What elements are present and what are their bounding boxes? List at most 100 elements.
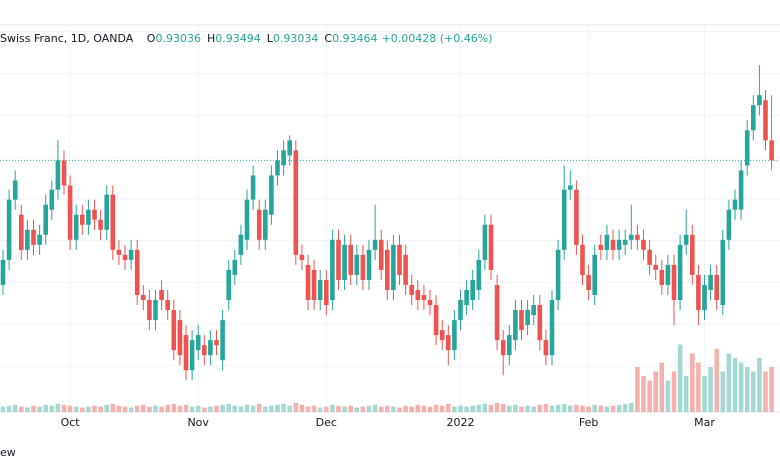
candle-body <box>336 239 341 280</box>
volume-bar <box>6 405 12 412</box>
volume-bar <box>690 353 695 412</box>
volume-bar <box>421 405 427 412</box>
candle-body <box>647 249 652 265</box>
volume-bar <box>238 406 244 412</box>
candle-body <box>622 239 628 245</box>
candle-body <box>421 294 427 300</box>
candle-body <box>147 299 152 321</box>
candle-body <box>250 175 256 200</box>
candle-body <box>616 239 622 250</box>
candle-body <box>769 140 774 161</box>
volume-bar <box>525 405 530 412</box>
volume-bar <box>537 404 543 412</box>
candle-body <box>568 185 573 190</box>
volume-pane <box>0 344 774 412</box>
candle-body <box>366 249 372 280</box>
change: +0.00428 (+0.46%) <box>382 32 493 45</box>
candle-body <box>464 289 469 306</box>
volume-bar <box>751 371 756 412</box>
candle-body <box>446 335 451 351</box>
ohlc-label: C <box>324 32 332 45</box>
candle-body <box>427 299 433 306</box>
candle-body <box>507 335 512 356</box>
candle-body <box>25 229 30 250</box>
candle-body <box>543 340 549 356</box>
candle-body <box>116 249 122 255</box>
candle-body <box>220 320 225 361</box>
candle-body <box>37 234 42 245</box>
x-tick-label: Nov <box>187 416 209 429</box>
volume-bar <box>757 358 762 412</box>
volume-bar <box>635 367 640 412</box>
symbol-title: Swiss Franc, 1D, OANDA <box>0 32 134 45</box>
x-tick-label: Oct <box>61 416 81 429</box>
candle-body <box>92 209 97 220</box>
candle-body <box>104 194 109 230</box>
candle-body <box>305 264 311 300</box>
volume-bar <box>165 404 170 412</box>
candle-body <box>494 284 500 341</box>
volume-bar <box>128 407 134 412</box>
candle-body <box>299 254 305 260</box>
volume-bar <box>25 407 30 412</box>
volume-bar <box>427 406 433 412</box>
volume-bar <box>348 405 353 412</box>
candle-body <box>525 310 530 326</box>
volume-bar <box>397 407 402 412</box>
volume-bar <box>208 406 213 412</box>
candle-body <box>659 269 665 285</box>
volume-bar <box>671 371 677 412</box>
volume-bar <box>763 371 768 412</box>
volume-bar <box>250 405 256 412</box>
candle-body <box>153 299 158 321</box>
ohlc-label: H <box>207 32 215 45</box>
candle-body <box>397 244 402 275</box>
candle-body <box>281 150 286 166</box>
candle-body <box>183 335 189 371</box>
volume-bar <box>43 404 48 412</box>
candle-body <box>732 199 738 210</box>
candle-body <box>226 269 231 300</box>
volume-bar <box>433 404 439 412</box>
candle-body <box>476 259 482 290</box>
volume-bar <box>305 406 311 412</box>
candle-body <box>354 254 360 275</box>
candle-body <box>311 269 317 300</box>
x-tick-label: 2022 <box>447 416 475 429</box>
candles <box>0 65 780 381</box>
volume-bar <box>482 403 488 412</box>
candle-body <box>415 289 421 300</box>
volume-bar <box>513 404 518 412</box>
volume-bar <box>80 407 85 412</box>
volume-bar <box>281 403 286 412</box>
volume-bar <box>159 406 164 412</box>
volume-bar <box>549 405 555 412</box>
candle-body <box>360 254 366 280</box>
candle-body <box>171 310 177 351</box>
candle-body <box>19 214 24 250</box>
candle-body <box>43 204 48 235</box>
candle-body <box>342 244 347 280</box>
volume-bar <box>726 353 732 412</box>
volume-bar <box>647 380 652 412</box>
footer-text: ew <box>0 446 16 459</box>
grid <box>0 25 780 412</box>
volume-bar <box>738 362 744 412</box>
volume-bar <box>610 405 616 412</box>
volume-bar <box>330 404 335 412</box>
volume-bar <box>519 406 524 412</box>
ohlc-label: O <box>147 32 156 45</box>
candle-body <box>287 140 292 156</box>
candle-body <box>653 264 658 270</box>
volume-bar <box>0 406 6 412</box>
candle-body <box>604 234 610 250</box>
volume-bar <box>561 403 567 412</box>
candle-body <box>348 244 353 275</box>
volume-bar <box>702 376 707 412</box>
candle-body <box>531 305 536 316</box>
candle-body <box>31 229 36 245</box>
volume-bar <box>12 404 18 412</box>
volume-bar <box>287 405 292 412</box>
volume-bar <box>55 403 61 412</box>
